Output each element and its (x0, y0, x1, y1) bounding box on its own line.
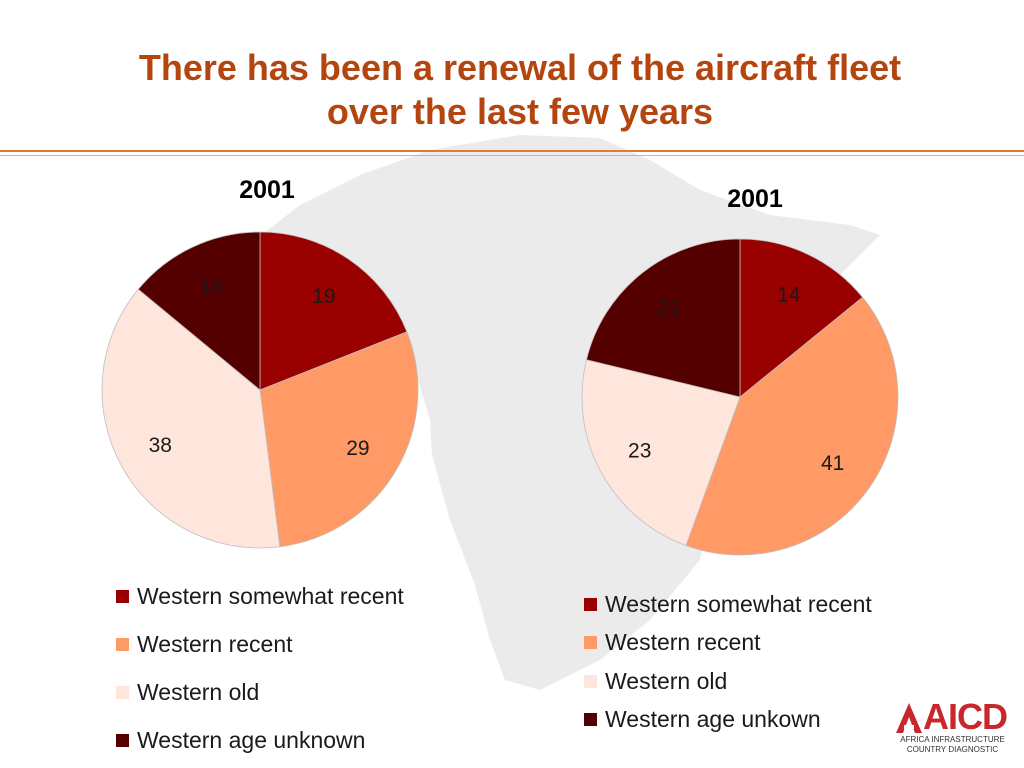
legend-label: Western old (137, 678, 260, 705)
legend-label: Western recent (605, 629, 761, 656)
pie-slice (259, 231, 408, 391)
pie-slice (739, 238, 864, 398)
logo-wordmark: AICD (923, 696, 1008, 737)
logo-subtitle-line-2: COUNTRY DIAGNOSTIC (906, 745, 999, 754)
legend-item: Western recent (584, 624, 872, 663)
pie-slice (581, 359, 741, 546)
legend-label: Western age unknown (137, 726, 366, 753)
logo-subtitle-line-1: AFRICA INFRASTRUCTURE (900, 735, 1005, 744)
pie-chart-1: 19 29 38 14 (101, 231, 419, 549)
title-rule-thin (0, 155, 1024, 156)
pie-chart-2: 14 41 23 21 (581, 238, 899, 556)
pie-data-label: 41 (821, 452, 844, 475)
legend-label: Western recent (137, 630, 293, 657)
pie-data-label: 14 (777, 283, 801, 306)
pie-slice (137, 231, 261, 391)
aicd-logo: AICD AFRICA INFRASTRUCTURE COUNTRY DIAGN… (895, 695, 1010, 755)
legend-label: Western age unkown (605, 706, 821, 733)
legend-label: Western somewhat recent (605, 590, 872, 617)
pie-data-label: 21 (658, 297, 681, 320)
legend-swatch (584, 636, 597, 650)
legend-label: Western old (605, 667, 728, 694)
legend-item: Western recent (116, 620, 404, 668)
chart-1-legend: Western somewhat recent Western recent W… (116, 572, 404, 764)
chart-2-legend: Western somewhat recent Western recent W… (584, 585, 872, 739)
pie-slice (685, 296, 899, 556)
pie-data-label: 29 (346, 437, 369, 460)
legend-item: Western somewhat recent (116, 572, 404, 620)
legend-swatch (584, 597, 597, 611)
legend-swatch (116, 685, 129, 699)
pie-data-label: 14 (200, 276, 224, 299)
title-rule (0, 150, 1024, 152)
legend-swatch (116, 733, 129, 747)
title-line-2: over the last few years (326, 91, 714, 132)
pie-data-label: 38 (149, 434, 172, 457)
legend-item: Western age unknown (116, 716, 404, 764)
title-line-1: There has been a renewal of the aircraft… (138, 47, 902, 88)
legend-swatch (116, 589, 129, 603)
legend-swatch (584, 713, 597, 727)
aicd-logo-glyph-icon (896, 703, 922, 733)
legend-item: Western age unkown (584, 701, 872, 740)
legend-swatch (584, 674, 597, 688)
legend-item: Western somewhat recent (584, 585, 872, 624)
chart-1-title: 2001 (239, 176, 295, 204)
pie-data-label: 19 (312, 285, 335, 308)
chart-2-title: 2001 (727, 185, 783, 213)
pie-data-label: 23 (628, 440, 651, 463)
legend-label: Western somewhat recent (137, 582, 404, 609)
legend-item: Western old (116, 668, 404, 716)
pie-slice (585, 238, 741, 398)
pie-slice (259, 331, 419, 548)
legend-item: Western old (584, 662, 872, 701)
slide-title: There has been a renewal of the aircraft… (40, 46, 1000, 134)
pie-slice (101, 288, 281, 549)
legend-swatch (116, 637, 129, 651)
